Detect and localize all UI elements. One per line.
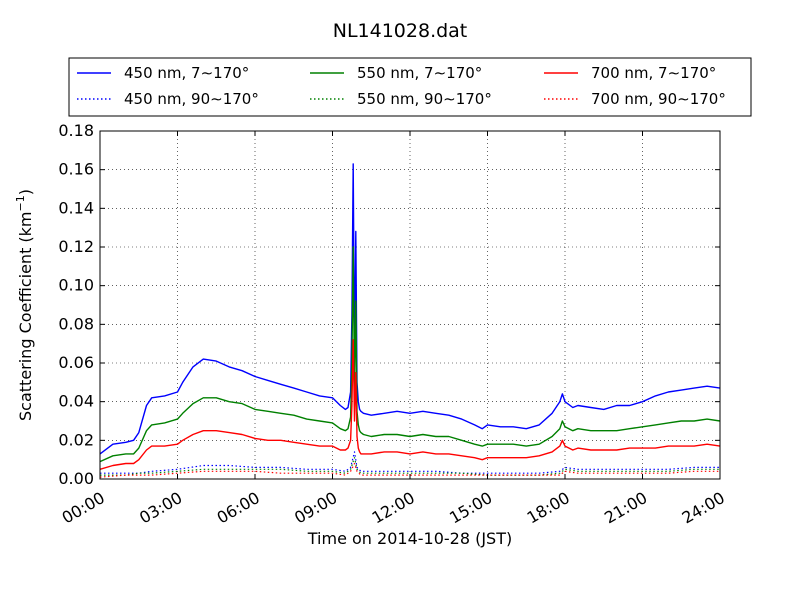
y-axis-label-sup: −1: [14, 195, 27, 211]
legend-label-0: 450 nm, 7∼170°: [124, 64, 249, 82]
legend-label-1: 450 nm, 90∼170°: [124, 90, 259, 108]
legend-box: [68, 57, 752, 117]
y-axis-label-main: Scattering Coefficient (km: [16, 211, 35, 421]
legend-label-5: 700 nm, 90∼170°: [591, 90, 726, 108]
legend: 450 nm, 7∼170° 550 nm, 7∼170° 700 nm, 7∼17…: [68, 57, 752, 117]
x-tick-label: 21:00: [601, 488, 650, 528]
series-line-0: [99, 163, 721, 455]
x-tick-label: 18:00: [524, 488, 573, 528]
y-tick-label: 0.06: [58, 353, 94, 372]
y-axis-label-close: ): [16, 189, 35, 195]
legend-label-3: 550 nm, 90∼170°: [357, 90, 492, 108]
series-layer: [99, 163, 721, 478]
series-line-2: [99, 246, 721, 463]
x-tick-label: 09:00: [291, 488, 340, 528]
x-tick-label: 00:00: [59, 488, 108, 528]
x-tick-labels: 00:00 03:00 06:00 09:00 12:00 15:00 18:00 21:00…: [59, 488, 728, 528]
y-tick-label: 0.12: [58, 237, 94, 256]
y-tick-label: 0.04: [58, 392, 94, 411]
y-tick-label: 0.18: [58, 121, 94, 140]
series-line-4: [99, 339, 721, 470]
grid: [100, 131, 720, 479]
x-tick-label: 06:00: [214, 488, 263, 528]
x-tick-label: 15:00: [446, 488, 495, 528]
x-axis-label: Time on 2014-10-28 (JST): [307, 529, 512, 548]
x-tick-label: 03:00: [136, 488, 185, 528]
series-line-1: [100, 451, 720, 474]
y-axis-label: Scattering Coefficient (km−1): [14, 189, 35, 421]
x-tick-label: 24:00: [679, 488, 728, 528]
chart-title: NL141028.dat: [332, 20, 468, 42]
y-tick-label: 0.08: [58, 314, 94, 333]
y-tick-label: 0.16: [58, 160, 94, 179]
y-tick-label: 0.10: [58, 276, 94, 295]
legend-label-4: 700 nm, 7∼170°: [591, 64, 716, 82]
y-tick-labels: 0.00 0.02 0.04 0.06 0.08 0.10 0.12 0.14 0.16 0.18: [58, 121, 94, 488]
y-tick-label: 0.14: [58, 198, 94, 217]
legend-label-2: 550 nm, 7∼170°: [357, 64, 482, 82]
y-tick-label: 0.02: [58, 430, 94, 449]
x-tick-label: 12:00: [369, 488, 418, 528]
ticks: [99, 130, 721, 480]
y-tick-label: 0.00: [58, 469, 94, 488]
